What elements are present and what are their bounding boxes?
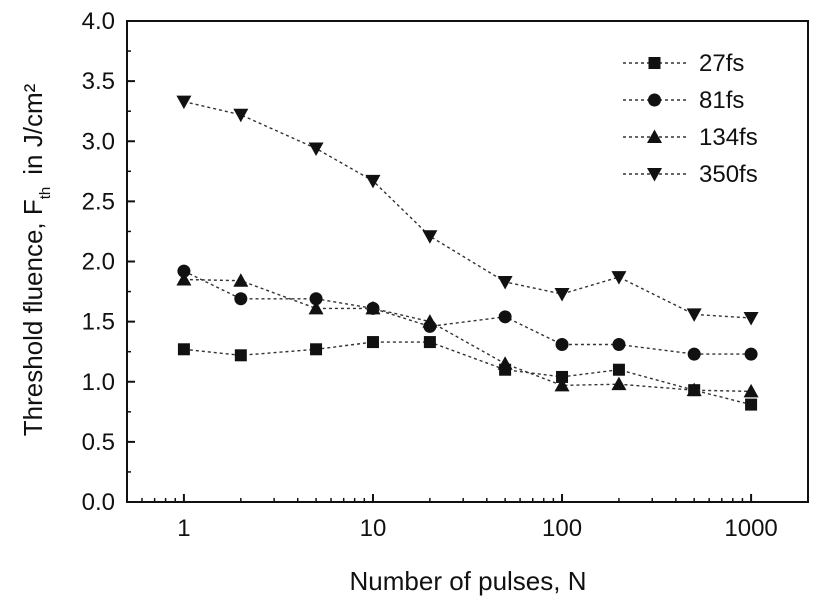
data-point-circle — [234, 292, 248, 306]
y-tick-label: 1.0 — [82, 369, 115, 396]
data-point-triangle-up — [308, 300, 324, 315]
data-point-square — [556, 370, 569, 383]
data-point-triangle-up — [422, 314, 438, 328]
legend-item: 81fs — [623, 87, 744, 114]
data-point-triangle-up — [743, 383, 759, 398]
legend-item: 350fs — [623, 161, 758, 188]
data-point-triangle-down — [422, 230, 438, 244]
series-layer — [176, 95, 759, 411]
data-point-circle — [555, 337, 569, 351]
y-tick-label: 3.5 — [82, 68, 115, 95]
legend-marker-circle — [648, 93, 661, 107]
series-350fs — [176, 95, 759, 326]
data-point-triangle-up — [611, 376, 627, 391]
y-axis-title-subscript: th — [37, 187, 54, 200]
legend-label: 350fs — [699, 161, 758, 188]
data-point-triangle-up — [497, 356, 513, 370]
data-point-square — [177, 343, 190, 356]
legend-label: 134fs — [699, 124, 758, 151]
series-line — [183, 100, 752, 319]
data-point-triangle-down — [554, 287, 570, 302]
y-axis-title-main: Threshold fluence, F — [18, 199, 48, 436]
data-point-square — [745, 398, 758, 411]
series-line — [183, 278, 752, 393]
data-point-circle — [309, 292, 323, 306]
data-point-circle — [177, 264, 191, 278]
x-axis-ticks: 1 10 100 1000 — [141, 494, 778, 542]
data-point-triangle-up — [233, 273, 249, 287]
legend-marker-triangle-up — [647, 129, 662, 143]
x-axis-title: Number of pulses, N — [350, 566, 587, 596]
data-point-triangle-down — [611, 271, 627, 285]
y-tick-label: 4.0 — [82, 8, 115, 35]
legend-label: 81fs — [699, 87, 744, 114]
svg-text:Threshold fluence, Fthin J/cm²: Threshold fluence, Fth in J/cm² — [18, 83, 54, 436]
series-line — [183, 341, 752, 406]
legend-marker-square — [648, 57, 661, 69]
y-tick-label: 2.5 — [82, 188, 115, 215]
data-point-circle — [687, 347, 701, 361]
data-point-triangle-down — [743, 312, 759, 326]
y-axis-title-unit: in J/cm² — [18, 83, 48, 174]
data-point-triangle-up — [176, 272, 192, 286]
series-27fs — [177, 336, 758, 411]
x-tick-label: 100 — [542, 515, 582, 542]
series-line — [183, 270, 752, 355]
y-axis-ticks: 0.0 0.5 1.0 1.5 2.0 2.5 3.0 3.5 4.0 — [82, 8, 135, 516]
series-134fs — [176, 272, 759, 398]
data-point-square — [234, 349, 247, 362]
data-point-square — [423, 336, 436, 349]
data-point-circle — [498, 310, 512, 324]
legend-marker-triangle-down — [647, 168, 662, 182]
data-point-triangle-up — [686, 382, 702, 397]
legend-item: 134fs — [623, 124, 758, 151]
data-point-triangle-down — [176, 95, 192, 110]
data-point-circle — [744, 347, 758, 361]
y-axis-title: Threshold fluence, Fth in J/cm² — [18, 83, 54, 436]
legend-label: 27fs — [699, 50, 744, 77]
y-tick-label: 1.5 — [82, 309, 115, 336]
x-tick-label: 10 — [360, 515, 387, 542]
data-point-circle — [612, 337, 626, 351]
x-tick-label: 1000 — [724, 515, 777, 542]
legend: 27fs 81fs 134fs 350fs — [623, 50, 758, 188]
data-point-triangle-down — [497, 275, 513, 290]
y-tick-label: 0.5 — [82, 429, 115, 456]
data-point-square — [310, 343, 323, 356]
series-81fs — [177, 264, 758, 361]
data-point-triangle-down — [365, 174, 381, 189]
data-point-square — [366, 336, 379, 349]
legend-item: 27fs — [623, 50, 744, 77]
y-tick-label: 2.0 — [82, 249, 115, 276]
data-point-triangle-up — [554, 377, 570, 392]
y-tick-label: 3.0 — [82, 128, 115, 155]
data-point-triangle-down — [233, 108, 249, 123]
data-point-triangle-down — [686, 308, 702, 322]
data-point-triangle-up — [365, 300, 381, 315]
data-point-square — [612, 363, 625, 376]
data-point-triangle-down — [308, 142, 324, 156]
y-tick-label: 0.0 — [82, 489, 115, 516]
x-tick-label: 1 — [177, 515, 190, 542]
